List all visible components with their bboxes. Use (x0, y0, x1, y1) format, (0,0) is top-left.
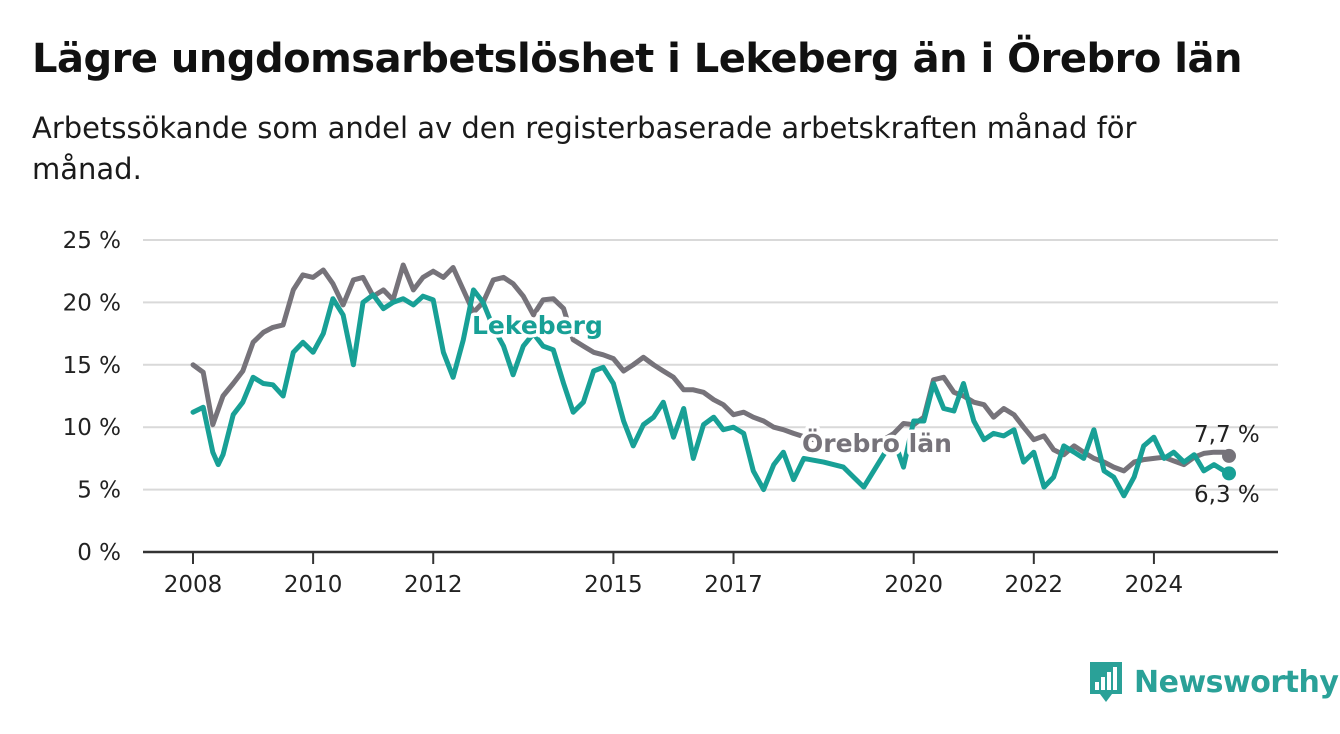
brand-name: Newsworthy (1134, 664, 1339, 700)
x-tick-label: 2017 (704, 572, 763, 598)
series-line-lekeberg (190, 287, 1232, 499)
page-title: Lägre ungdomsarbetslöshet i Lekeberg än … (32, 36, 1242, 82)
x-axis-ticks: 2008 2010 2012 2015 2017 2020 2022 2024 (164, 552, 1183, 598)
y-axis-ticks: 0 % 5 % 10 % 15 % 20 % 25 % (63, 228, 121, 566)
y-tick-label: 5 % (77, 478, 121, 504)
y-tick-label: 10 % (63, 415, 121, 441)
end-value-orebro: 7,7 % (1194, 422, 1260, 448)
series-line-orebro (190, 262, 1232, 474)
grid-lines (143, 239, 1278, 554)
series-end-point (1222, 466, 1236, 481)
y-tick-label: 25 % (63, 228, 121, 254)
bar-chart-icon (1090, 662, 1122, 702)
series-labels: Lekeberg Örebro län 7,7 % 6,3 % (469, 308, 1260, 509)
x-tick-label: 2024 (1125, 572, 1184, 598)
newsworthy-logo[interactable]: Newsworthy (1088, 660, 1339, 704)
series-lines (190, 262, 1236, 499)
x-tick-label: 2012 (404, 572, 463, 598)
x-tick-label: 2010 (284, 572, 343, 598)
y-tick-label: 15 % (63, 353, 121, 379)
series-label-lekeberg: Lekeberg (472, 311, 603, 340)
x-tick-label: 2015 (584, 572, 643, 598)
x-tick-label: 2008 (164, 572, 223, 598)
page-subtitle: Arbetssökande som andel av den registerb… (32, 111, 1137, 186)
series-end-point (1222, 448, 1236, 463)
x-tick-label: 2020 (884, 572, 943, 598)
x-tick-label: 2022 (1005, 572, 1064, 598)
y-tick-label: 20 % (63, 290, 121, 316)
y-tick-label: 0 % (77, 540, 121, 566)
end-value-lekeberg: 6,3 % (1194, 482, 1260, 508)
series-label-orebro: Örebro län (802, 428, 952, 458)
